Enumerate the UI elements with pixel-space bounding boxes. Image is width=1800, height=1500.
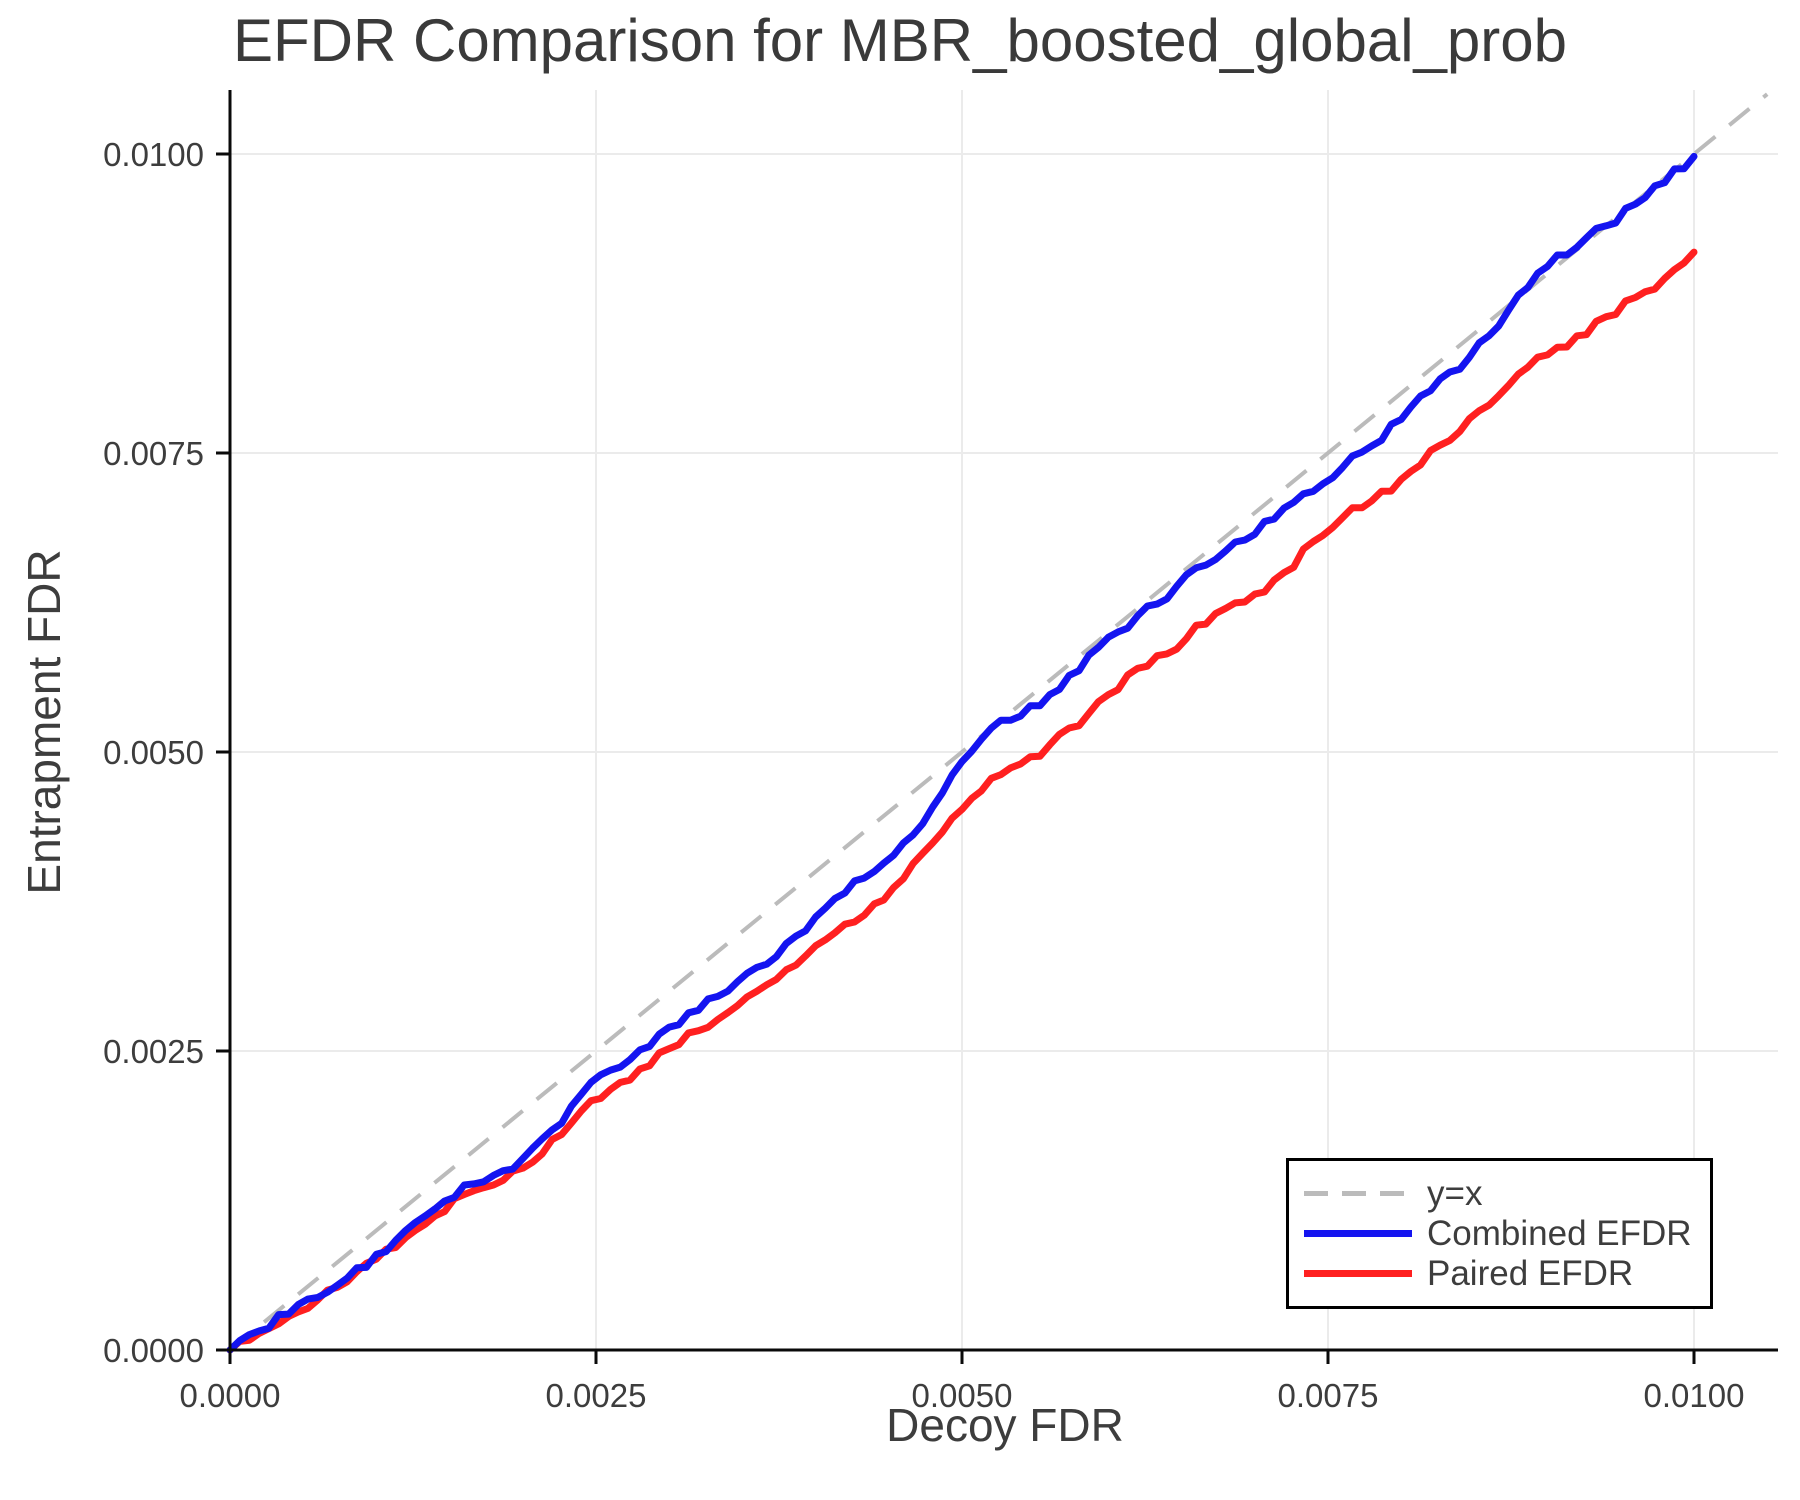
dashed-line-swatch-icon xyxy=(1304,1191,1412,1196)
svg-text:0.0000: 0.0000 xyxy=(103,1332,204,1369)
svg-text:0.0025: 0.0025 xyxy=(546,1377,647,1414)
blue-line-swatch-icon xyxy=(1304,1230,1412,1237)
legend-label-identity: y=x xyxy=(1427,1173,1483,1213)
chart-title: EFDR Comparison for MBR_boosted_global_p… xyxy=(232,7,1567,74)
x-axis-label: Decoy FDR xyxy=(886,1399,1124,1451)
red-line-swatch-icon xyxy=(1304,1270,1412,1277)
svg-text:0.0075: 0.0075 xyxy=(1278,1377,1379,1414)
legend: y=x Combined EFDR Paired EFDR xyxy=(1286,1158,1713,1309)
svg-text:0.0075: 0.0075 xyxy=(103,435,204,472)
legend-item-paired: Paired EFDR xyxy=(1304,1253,1710,1293)
legend-item-identity: y=x xyxy=(1304,1173,1710,1213)
legend-label-combined: Combined EFDR xyxy=(1427,1213,1692,1253)
svg-text:0.0050: 0.0050 xyxy=(103,734,204,771)
y-axis-label: Entrapment FDR xyxy=(18,549,70,895)
svg-text:0.0050: 0.0050 xyxy=(912,1377,1013,1414)
legend-item-combined: Combined EFDR xyxy=(1304,1213,1710,1253)
legend-label-paired: Paired EFDR xyxy=(1427,1253,1634,1293)
svg-text:0.0100: 0.0100 xyxy=(1644,1377,1745,1414)
svg-text:0.0025: 0.0025 xyxy=(103,1033,204,1070)
svg-text:0.0100: 0.0100 xyxy=(103,136,204,173)
svg-text:0.0000: 0.0000 xyxy=(180,1377,281,1414)
